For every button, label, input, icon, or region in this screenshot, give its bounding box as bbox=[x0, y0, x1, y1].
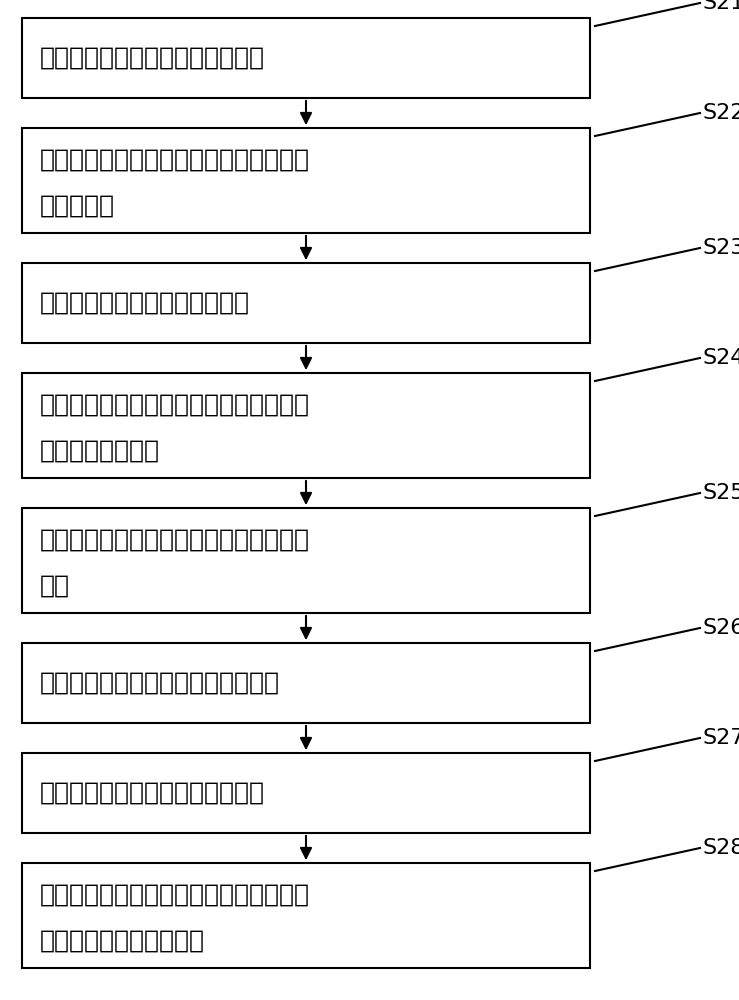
Text: S26: S26 bbox=[703, 618, 739, 638]
Text: 评估每个所述粒子的所述函数适应值: 评估每个所述粒子的所述函数适应值 bbox=[40, 671, 280, 695]
Text: S25: S25 bbox=[703, 483, 739, 503]
Bar bbox=[22, 18, 590, 98]
Text: 为最终的拟合结果: 为最终的拟合结果 bbox=[40, 439, 160, 463]
Text: S27: S27 bbox=[703, 728, 739, 748]
Text: 随机初始化多个粒子的速度和位置: 随机初始化多个粒子的速度和位置 bbox=[40, 46, 265, 70]
Text: 更新所述全局最优位置，并继续判断当前: 更新所述全局最优位置，并继续判断当前 bbox=[40, 883, 310, 907]
Text: 若不满足，则更新每个所述粒子的速度和: 若不满足，则更新每个所述粒子的速度和 bbox=[40, 528, 310, 552]
Text: S23: S23 bbox=[703, 238, 739, 258]
Text: 评估每个所述粒子的函数适应值，得到全: 评估每个所述粒子的函数适应值，得到全 bbox=[40, 148, 310, 172]
Bar bbox=[22, 263, 590, 343]
Bar bbox=[22, 753, 590, 833]
Text: 局最优位置: 局最优位置 bbox=[40, 194, 115, 218]
Text: 判断当前情况是否满足结束条件: 判断当前情况是否满足结束条件 bbox=[40, 291, 250, 315]
Text: S24: S24 bbox=[703, 348, 739, 368]
Text: S22: S22 bbox=[703, 103, 739, 123]
Bar bbox=[22, 128, 590, 233]
Text: 位置: 位置 bbox=[40, 574, 70, 598]
Text: 若满足，则将当前的全局最优拟合结果作: 若满足，则将当前的全局最优拟合结果作 bbox=[40, 393, 310, 417]
Text: 的情况是否满足结束条件: 的情况是否满足结束条件 bbox=[40, 929, 205, 953]
Text: S28: S28 bbox=[703, 838, 739, 858]
Bar bbox=[22, 373, 590, 478]
Bar bbox=[22, 508, 590, 613]
Text: S21: S21 bbox=[703, 0, 739, 13]
Bar bbox=[22, 863, 590, 968]
Bar bbox=[22, 643, 590, 723]
Text: 更新每个所述粒子的历史最优位置: 更新每个所述粒子的历史最优位置 bbox=[40, 781, 265, 805]
